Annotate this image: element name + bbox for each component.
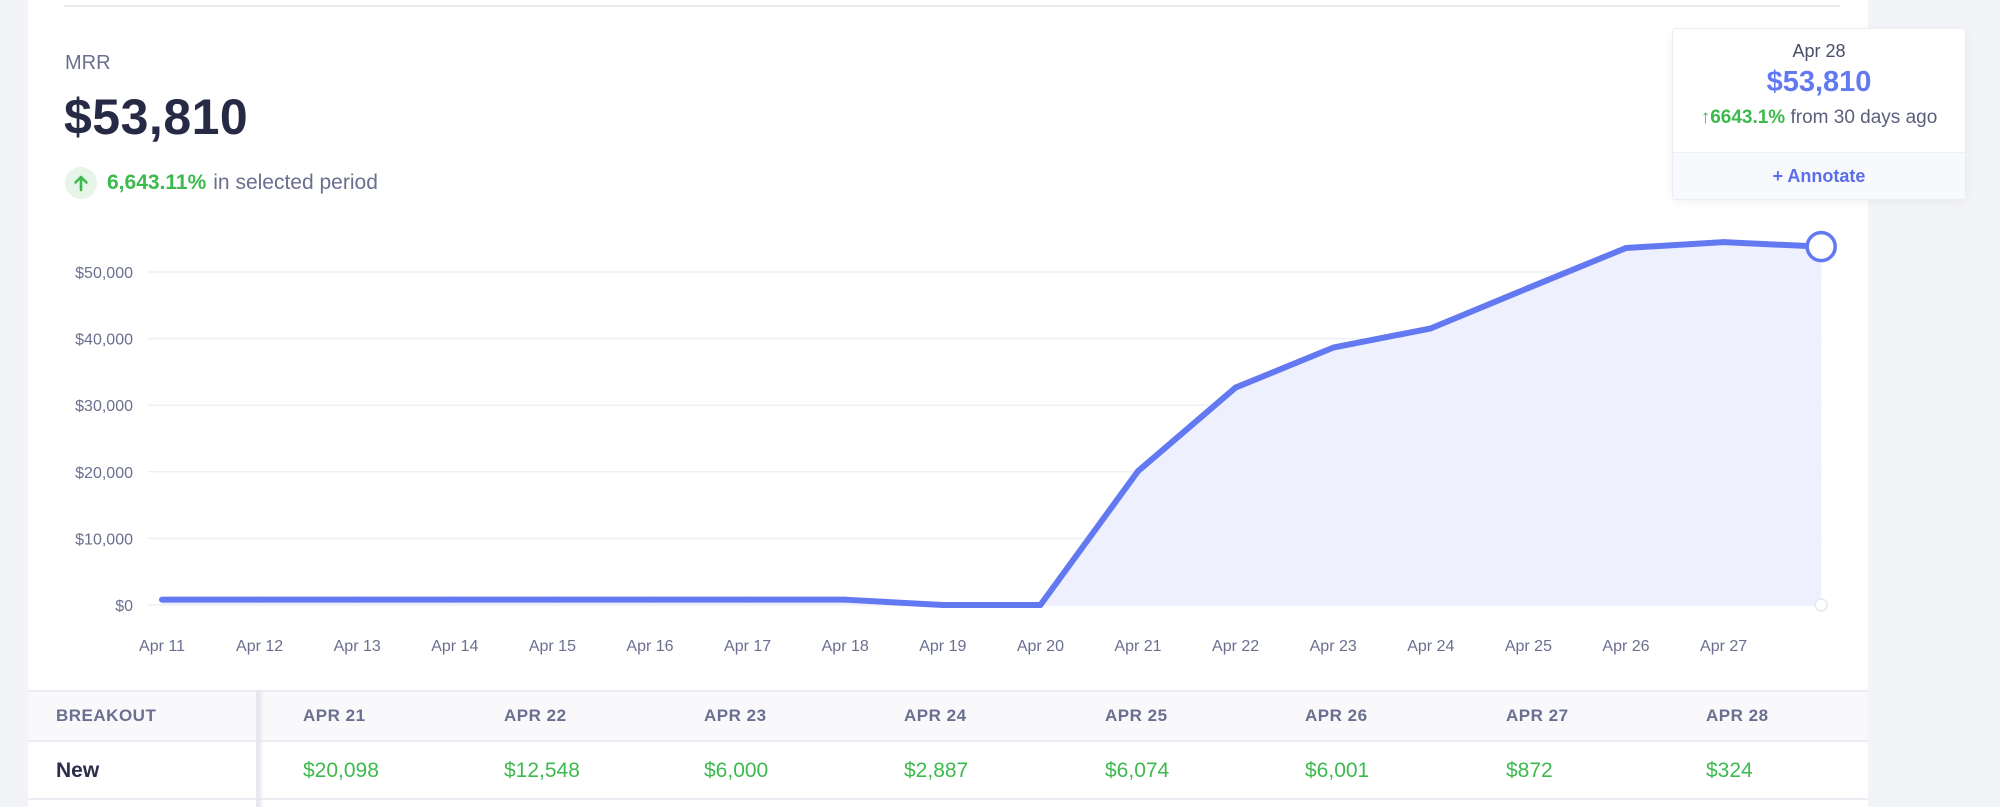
x-tick-label: Apr 18 <box>822 638 869 655</box>
table-cell: $6,074 <box>1105 759 1170 782</box>
column-header: APR 28 <box>1706 706 1769 725</box>
baseline-marker <box>1814 598 1828 612</box>
tooltip-change-text: from 30 days ago <box>1790 107 1938 128</box>
tooltip-footer: + Annotate <box>1673 152 1965 199</box>
tooltip-arrow-up-icon: ↑ <box>1700 107 1711 128</box>
metric-value: $53,810 <box>64 89 249 145</box>
sticky-column-shadow <box>258 690 264 807</box>
column-header: APR 21 <box>303 706 366 725</box>
breakout-header-label: BREAKOUT <box>56 706 157 725</box>
y-tick-label: $10,000 <box>75 531 133 548</box>
breakout-header: BREAKOUT APR 21 APR 22 APR 23 APR 24 APR… <box>28 690 1868 742</box>
x-tick-label: Apr 22 <box>1212 638 1259 655</box>
x-tick-label: Apr 20 <box>1017 638 1064 655</box>
x-tick-label: Apr 14 <box>431 638 478 655</box>
series-line-segment <box>1037 468 1141 608</box>
table-cell: $872 <box>1506 759 1553 782</box>
series-line-segment <box>1330 325 1434 351</box>
series-line-segment <box>1232 344 1337 391</box>
x-tick-label: Apr 23 <box>1310 638 1357 655</box>
x-tick-label: Apr 11 <box>139 638 185 655</box>
x-tick-label: Apr 25 <box>1505 638 1552 655</box>
column-header: APR 23 <box>704 706 767 725</box>
mrr-line-chart[interactable]: $0 $10,000 $20,000 $30,000 $40,000 $50,000 Apr… <box>0 0 2000 690</box>
change-period-text: in selected period <box>213 171 378 194</box>
table-cell: $2,887 <box>904 759 969 782</box>
x-tick-label: Apr 16 <box>626 638 673 655</box>
x-tick-label: Apr 27 <box>1700 638 1747 655</box>
x-tick-label: Apr 19 <box>919 638 966 655</box>
series-line-segment <box>1135 384 1239 475</box>
tooltip-value: $53,810 <box>1766 66 1872 98</box>
table-cell: $20,098 <box>303 759 379 782</box>
series-area <box>162 242 1822 605</box>
y-tick-label: $40,000 <box>75 332 133 349</box>
x-tick-label: Apr 21 <box>1114 638 1161 655</box>
series-line-segment <box>1720 239 1825 250</box>
column-header: APR 24 <box>904 706 967 725</box>
change-summary: 6,643.11% in selected period <box>65 166 378 200</box>
series-line-segment <box>1623 239 1727 251</box>
table-cell: $324 <box>1706 759 1753 782</box>
breakout-table: BREAKOUT APR 21 APR 22 APR 23 APR 24 APR… <box>28 690 1868 807</box>
row-label: New <box>56 759 100 782</box>
x-tick-label: Apr 24 <box>1407 638 1454 655</box>
arrow-up-icon <box>65 167 97 199</box>
chart-tooltip: Apr 28 $53,810 ↑6643.1% from 30 days ago… <box>1672 28 1966 200</box>
column-header: APR 27 <box>1506 706 1569 725</box>
sticky-column-divider <box>256 690 258 807</box>
x-tick-label: Apr 13 <box>334 638 381 655</box>
column-header: APR 25 <box>1105 706 1168 725</box>
column-header: APR 26 <box>1305 706 1368 725</box>
y-tick-label: $30,000 <box>75 398 133 415</box>
annotate-button[interactable]: + Annotate <box>1772 165 1866 186</box>
table-cell: $6,001 <box>1305 759 1370 782</box>
y-tick-label: $50,000 <box>75 265 133 282</box>
metric-label: MRR <box>65 52 111 74</box>
table-cell: $6,000 <box>704 759 769 782</box>
tooltip-change: ↑6643.1% from 30 days ago <box>1673 107 1965 129</box>
change-percentage: 6,643.11% <box>107 171 207 194</box>
x-tick-label: Apr 26 <box>1602 638 1649 655</box>
series-line-segment <box>842 596 946 608</box>
table-cell: $12,548 <box>504 759 580 782</box>
tooltip-change-pct: 6643.1% <box>1710 107 1786 128</box>
series-line-segment <box>1525 244 1629 291</box>
x-tick-label: Apr 15 <box>529 638 576 655</box>
series-line-segment <box>1427 284 1532 332</box>
tooltip-date: Apr 28 <box>1792 41 1846 61</box>
top-divider <box>64 5 1840 7</box>
column-header: APR 22 <box>504 706 567 725</box>
y-tick-label: $0 <box>115 598 133 615</box>
table-row[interactable]: New $20,098 $12,548 $6,000 $2,887 $6,074… <box>28 740 1868 800</box>
x-tick-label: Apr 12 <box>236 638 283 655</box>
highlighted-data-point <box>1805 230 1837 263</box>
y-tick-label: $20,000 <box>75 465 133 482</box>
x-tick-label: Apr 17 <box>724 638 771 655</box>
